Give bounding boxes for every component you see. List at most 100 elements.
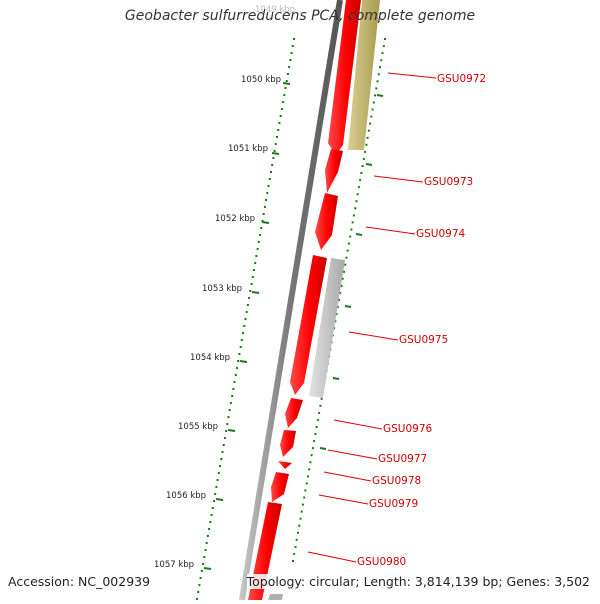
inner-tick-mark — [319, 404, 322, 407]
outer-tick-mark — [280, 108, 283, 110]
inner-tick-mark — [320, 397, 323, 400]
gene-feature-red[interactable] — [328, 0, 361, 155]
outer-tick-mark — [283, 94, 286, 96]
inner-tick-mark — [304, 489, 307, 492]
inner-tick-mark — [365, 143, 368, 146]
gene-feature-red[interactable] — [285, 398, 303, 428]
inner-major-tick — [344, 305, 352, 308]
outer-tick-mark — [255, 255, 258, 257]
outer-tick-mark — [243, 325, 246, 327]
outer-tick-mark — [288, 66, 291, 68]
gene-label[interactable]: GSU0975 — [399, 334, 448, 346]
inner-tick-mark — [313, 440, 316, 443]
outer-tick-mark — [227, 416, 230, 418]
outer-tick-mark — [244, 318, 247, 320]
outer-tick-mark — [205, 542, 208, 544]
inner-tick-mark — [350, 228, 353, 231]
outer-tick-mark — [216, 479, 219, 481]
inner-tick-mark — [293, 552, 296, 555]
gene-feature-red[interactable] — [290, 255, 327, 395]
inner-tick-mark — [340, 284, 343, 287]
inner-tick-mark — [359, 179, 362, 182]
inner-tick-mark — [361, 165, 364, 167]
outer-tick-mark — [232, 388, 235, 390]
outer-tick-mark — [260, 227, 263, 229]
inner-tick-mark — [344, 263, 347, 266]
genome-summary-text: Topology: circular; Length: 3,814,139 bp… — [246, 574, 590, 589]
outer-tick-mark — [202, 563, 205, 565]
inner-tick-mark — [298, 524, 301, 527]
outer-tick-ring — [196, 38, 295, 600]
outer-tick-mark — [208, 528, 211, 530]
inner-major-tick — [355, 233, 363, 236]
ruler-label: 1055 kbp — [178, 422, 218, 432]
gene-feature-red[interactable] — [325, 149, 343, 193]
outer-tick-mark — [262, 213, 265, 215]
inner-tick-mark — [384, 38, 386, 40]
outer-tick-mark — [291, 45, 294, 47]
gene-label[interactable]: GSU0973 — [424, 176, 473, 188]
outer-tick-mark — [285, 80, 288, 82]
outer-tick-mark — [223, 437, 226, 439]
outer-tick-mark — [251, 276, 254, 278]
ruler-major-tick — [251, 291, 260, 294]
outer-tick-mark — [228, 409, 231, 411]
inner-tick-mark — [377, 73, 380, 76]
gene-feature-gray-small[interactable] — [268, 594, 283, 600]
inner-tick-mark — [336, 306, 339, 309]
ruler-label: 1049 kbp — [255, 5, 295, 15]
gene-feature-olive[interactable] — [348, 0, 380, 150]
gene-label[interactable]: GSU0974 — [416, 228, 466, 240]
outer-tick-mark — [206, 535, 209, 537]
inner-tick-mark — [347, 242, 350, 245]
outer-tick-mark — [210, 514, 213, 516]
gene-label[interactable]: GSU0978 — [372, 475, 421, 487]
gene-label[interactable]: GSU0979 — [369, 498, 418, 510]
ruler-major-tick — [215, 498, 224, 501]
outer-tick-mark — [204, 549, 207, 551]
outer-tick-mark — [240, 339, 243, 341]
gene-feature-red[interactable] — [280, 430, 296, 457]
outer-tick-mark — [272, 157, 275, 159]
inner-tick-mark — [292, 560, 294, 562]
outer-tick-mark — [249, 290, 252, 292]
gene-feature-red[interactable] — [271, 472, 289, 502]
outer-tick-mark — [266, 192, 269, 194]
inner-tick-mark — [360, 172, 363, 174]
accession-text: Accession: NC_002939 — [8, 574, 151, 589]
inner-tick-mark — [306, 475, 309, 478]
outer-tick-mark — [273, 150, 276, 152]
gene-label[interactable]: GSU0980 — [357, 556, 406, 568]
inner-major-tick — [319, 447, 327, 450]
ruler-major-tick — [261, 221, 270, 224]
outer-tick-mark — [248, 297, 251, 299]
outer-tick-mark — [289, 59, 292, 61]
outer-tick-mark — [278, 122, 281, 124]
inner-tick-mark — [339, 291, 342, 294]
inner-tick-mark — [374, 94, 377, 97]
gene-label[interactable]: GSU0972 — [437, 73, 486, 85]
inner-tick-mark — [371, 108, 374, 111]
gene-feature-red[interactable] — [278, 461, 292, 469]
gene-label[interactable]: GSU0976 — [383, 423, 433, 435]
ruler-label: 1051 kbp — [228, 144, 268, 154]
inner-tick-mark — [346, 249, 349, 252]
gene-label[interactable]: GSU0977 — [378, 453, 427, 465]
ruler-label: 1054 kbp — [190, 353, 230, 363]
outer-tick-mark — [253, 269, 255, 271]
outer-tick-mark — [259, 234, 262, 236]
inner-tick-mark — [316, 418, 319, 421]
gene-feature-gray[interactable] — [309, 258, 345, 398]
ruler-major-tick — [282, 82, 291, 85]
inner-tick-mark — [372, 101, 375, 104]
outer-tick-mark — [242, 332, 245, 334]
outer-tick-mark — [222, 444, 225, 446]
outer-tick-mark — [277, 129, 280, 131]
inner-tick-mark — [375, 87, 378, 90]
gene-feature-red[interactable] — [315, 193, 338, 250]
inner-tick-mark — [300, 510, 303, 513]
outer-tick-mark — [238, 353, 241, 355]
inner-tick-mark — [301, 503, 304, 506]
outer-tick-mark — [274, 143, 277, 145]
gene-leader-lines — [307, 72, 437, 563]
